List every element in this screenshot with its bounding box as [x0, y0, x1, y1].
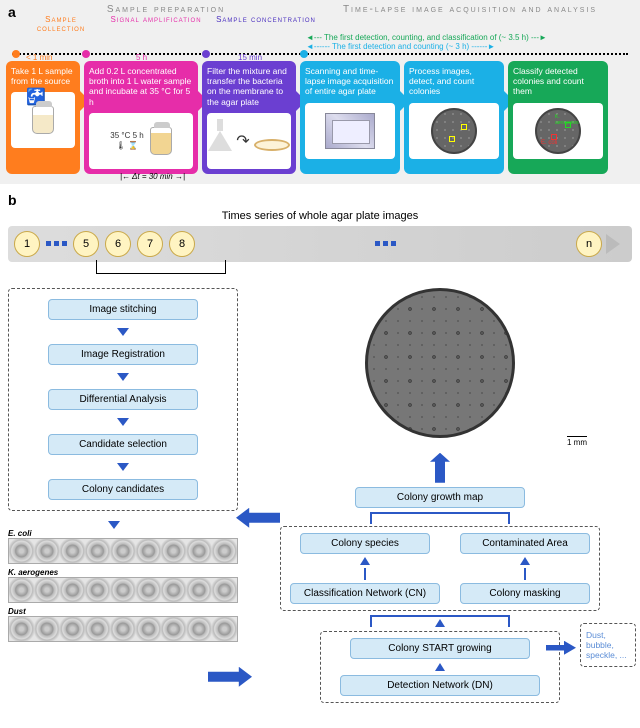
joiner: [370, 512, 510, 522]
arrow-up-icon: [360, 557, 370, 565]
jar-icon: 🚰: [11, 92, 75, 148]
scalebar: 1 mm: [248, 438, 587, 447]
flow-differential: Differential Analysis: [48, 389, 198, 410]
plate-detect-icon: [409, 103, 499, 159]
header-timelapse: Time-lapse image acquisition and analysi…: [306, 4, 634, 15]
incubate-icon: 35 °C 5 h🌡 ⌛: [89, 113, 193, 169]
timeline-arrowhead: [606, 234, 626, 254]
sub-amplification: Signal amplification: [96, 15, 216, 33]
tl-1: 1: [14, 231, 40, 257]
arrow-down-icon: [117, 373, 129, 381]
marker-cyan: [300, 50, 308, 58]
flow-masking: Colony masking: [460, 583, 590, 604]
flow-candidate: Candidate selection: [48, 434, 198, 455]
strip-dust: [8, 616, 238, 642]
panel-b-label: b: [8, 192, 632, 208]
flow-contaminated: Contaminated Area: [460, 533, 590, 554]
arrow-down-icon: [117, 463, 129, 471]
marker-purple: [202, 50, 210, 58]
card-broth: Add 0.2 L concentrated broth into 1 L wa…: [84, 61, 198, 174]
scanner-icon: [305, 103, 395, 159]
joiner: [370, 615, 510, 625]
card-classify: Classify detected colonies and count the…: [508, 61, 608, 174]
marker-magenta: [82, 50, 90, 58]
big-arrow-up: [430, 453, 450, 483]
specimen-dust-label: Dust: [8, 607, 238, 616]
specimen-ecoli-label: E. coli: [8, 529, 238, 538]
timeline: 1 5 6 7 8 n: [8, 226, 632, 262]
left-pipeline: Image stitching Image Registration Diffe…: [8, 288, 238, 511]
arrow-down-icon: [117, 418, 129, 426]
card-sample: Take 1 L sample from the source 🚰: [6, 61, 80, 174]
dn-block: Colony START growing Detection Network (…: [320, 631, 560, 703]
card-scan: Scanning and time-lapse image acquisitio…: [300, 61, 400, 174]
panel-a-label: a: [8, 4, 16, 20]
header-sample-prep: Sample preparation: [26, 4, 306, 15]
tl-7: 7: [137, 231, 163, 257]
flow-registration: Image Registration: [48, 344, 198, 365]
specimen-strips: E. coli K. aerogenes Dust: [8, 521, 238, 642]
sub-collection: Sample collection: [26, 15, 96, 33]
arrow-up-icon: [520, 557, 530, 565]
big-arrow-right: [208, 667, 252, 687]
tl-5: 5: [73, 231, 99, 257]
panel-b: b Times series of whole agar plate image…: [0, 184, 640, 711]
marker-orange: [12, 50, 20, 58]
detect-line-2: ◄--- The first detection, counting, and …: [306, 33, 634, 42]
plate-classify-icon: E. coliK. aerogenes: [513, 103, 603, 159]
panel-a: a Sample preparation Time-lapse image ac…: [0, 0, 640, 184]
card-filter: Filter the mixture and transfer the bact…: [202, 61, 296, 174]
arrow-down-icon: [108, 521, 120, 529]
tl-n: n: [576, 231, 602, 257]
dt-label: |← Δt = 30 min →|: [120, 172, 185, 181]
detect-line-1: ◄------ The first detection and counting…: [306, 42, 634, 51]
strip-kaero: [8, 577, 238, 603]
card-process: Process images, detect, and count coloni…: [404, 61, 504, 174]
sub-concentration: Sample concentration: [216, 15, 316, 33]
arrow-down-icon: [117, 328, 129, 336]
side-output: Dust, bubble, speckle, ...: [580, 623, 636, 667]
flow-dn: Detection Network (DN): [340, 675, 540, 696]
bracket: [96, 260, 226, 274]
timeline-dots: < 1 min 5 h 15 min: [12, 53, 628, 57]
mid-block: Colony species Classification Network (C…: [280, 526, 600, 611]
tl-6: 6: [105, 231, 131, 257]
plate-image: [365, 288, 515, 438]
panel-b-title: Times series of whole agar plate images: [8, 210, 632, 222]
flow-stitching: Image stitching: [48, 299, 198, 320]
flow-species: Colony species: [300, 533, 430, 554]
flask-petri-icon: ↷: [207, 113, 291, 169]
flow-cn: Classification Network (CN): [290, 583, 440, 604]
strip-ecoli: [8, 538, 238, 564]
flow-colony-candidates: Colony candidates: [48, 479, 198, 500]
flow-start: Colony START growing: [350, 638, 530, 659]
specimen-kaero-label: K. aerogenes: [8, 568, 238, 577]
tl-8: 8: [169, 231, 195, 257]
arrow-up-icon: [435, 663, 445, 671]
flow-growth-map: Colony growth map: [355, 487, 525, 508]
